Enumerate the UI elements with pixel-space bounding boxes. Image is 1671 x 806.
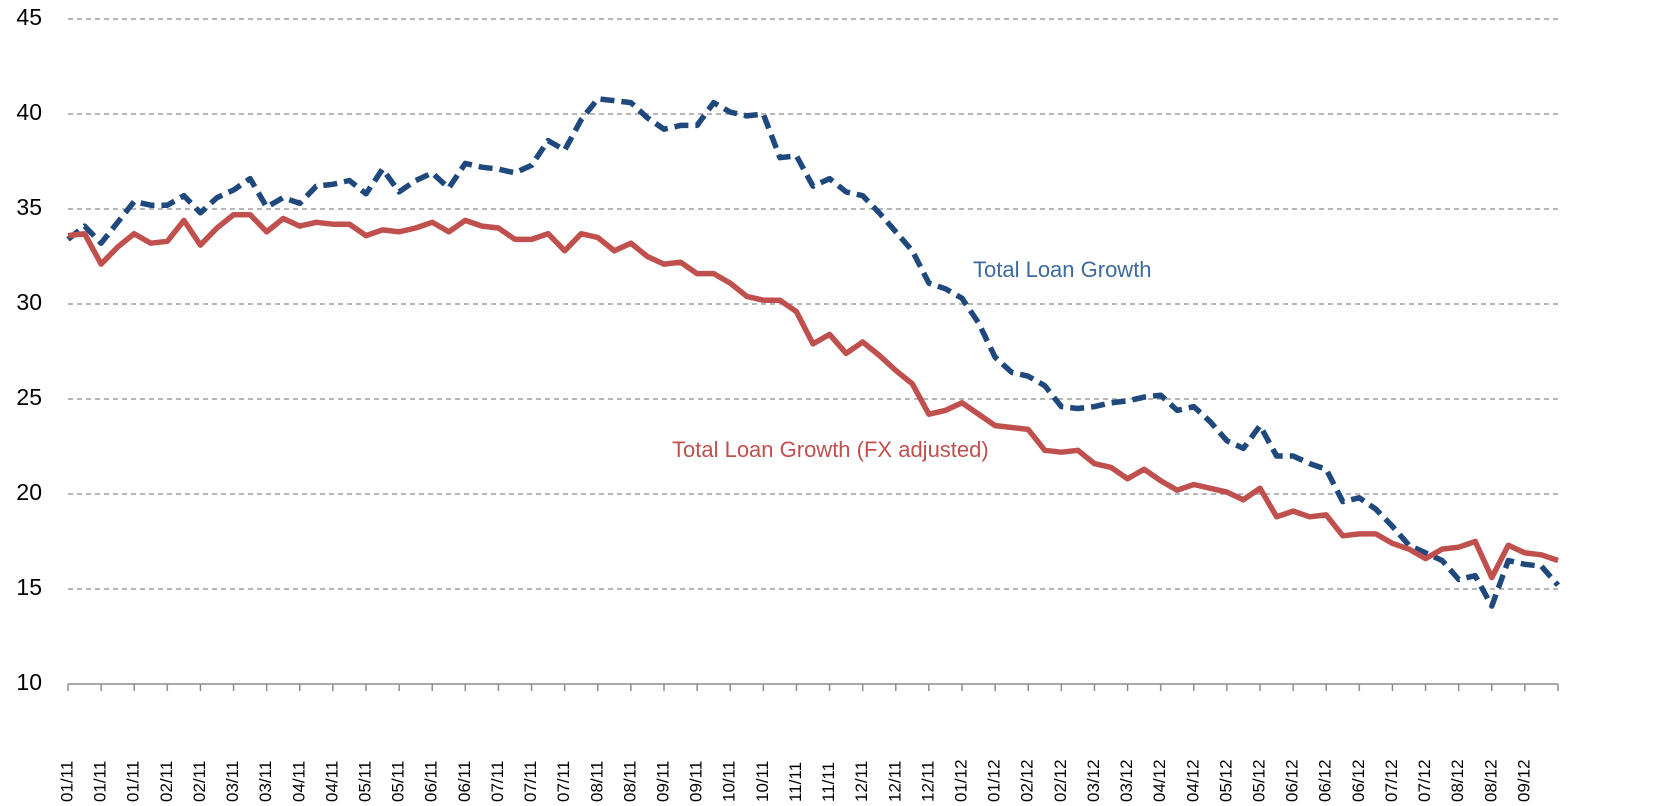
x-tick-label: 07/11: [488, 761, 507, 802]
x-tick-label: 03/12: [1084, 759, 1103, 802]
x-tick-label: 05/12: [1249, 759, 1268, 802]
x-tick-label: 07/12: [1415, 759, 1434, 802]
x-tick-label: 05/11: [355, 761, 374, 802]
x-tick-label: 04/11: [322, 761, 341, 802]
x-tick-label: 03/12: [1117, 759, 1136, 802]
x-tick-label: 03/11: [256, 761, 275, 802]
x-tick-label: 08/12: [1481, 759, 1500, 802]
x-tick-label: 11/11: [819, 762, 838, 802]
x-tick-label: 05/12: [1216, 759, 1235, 802]
x-tick-label: 08/12: [1448, 759, 1467, 802]
y-tick-label: 20: [16, 479, 42, 505]
y-tick-label: 10: [16, 669, 42, 695]
y-tick-label: 45: [16, 4, 42, 30]
y-tick-label: 35: [16, 194, 42, 220]
y-tick-label: 15: [16, 574, 42, 600]
series-label: Total Loan Growth (FX adjusted): [672, 437, 989, 462]
line-series: [66, 96, 1561, 609]
x-tick-label: 06/12: [1316, 759, 1335, 802]
x-tick-label: 01/11: [91, 761, 110, 802]
x-tick-label: 09/11: [687, 761, 706, 802]
x-tick-label: 02/12: [1018, 759, 1037, 802]
series-label: Total Loan Growth: [973, 257, 1152, 282]
x-tick-label: 04/11: [289, 761, 308, 802]
x-tick-label: 10/11: [753, 761, 772, 802]
y-tick-label: 40: [16, 99, 42, 125]
x-tick-label: 02/11: [157, 761, 176, 802]
x-tick-label: 02/12: [1051, 759, 1070, 802]
x-tick-label: 09/12: [1514, 759, 1533, 802]
x-tick-label: 06/12: [1349, 759, 1368, 802]
x-tick-label: 12/11: [852, 761, 871, 802]
line-series: [67, 211, 1559, 581]
x-tick-label: 10/11: [720, 761, 739, 802]
x-tick-label: 01/12: [985, 759, 1004, 802]
y-tick-label: 25: [16, 384, 42, 410]
x-tick-label: 05/11: [389, 761, 408, 802]
x-tick-label: 06/12: [1283, 759, 1302, 802]
x-tick-label: 01/11: [124, 761, 143, 802]
x-tick-label: 06/11: [422, 761, 441, 802]
x-tick-label: 07/11: [554, 761, 573, 802]
x-tick-label: 09/11: [653, 761, 672, 802]
y-tick-label: 30: [16, 289, 42, 315]
x-tick-label: 07/11: [521, 761, 540, 802]
x-tick-label: 06/11: [455, 761, 474, 802]
x-tick-label: 08/11: [587, 761, 606, 802]
x-tick-label: 04/12: [1150, 759, 1169, 802]
x-tick-label: 12/11: [885, 761, 904, 802]
x-tick-label: 03/11: [223, 761, 242, 802]
x-tick-label: 02/11: [190, 761, 209, 802]
x-tick-label: 12/11: [918, 761, 937, 802]
x-tick-label: 08/11: [620, 761, 639, 802]
x-tick-label: 01/11: [57, 761, 76, 802]
x-tick-label: 11/11: [786, 762, 805, 802]
x-tick-label: 07/12: [1382, 759, 1401, 802]
x-tick-label: 04/12: [1183, 759, 1202, 802]
x-tick-label: 01/12: [951, 759, 970, 802]
